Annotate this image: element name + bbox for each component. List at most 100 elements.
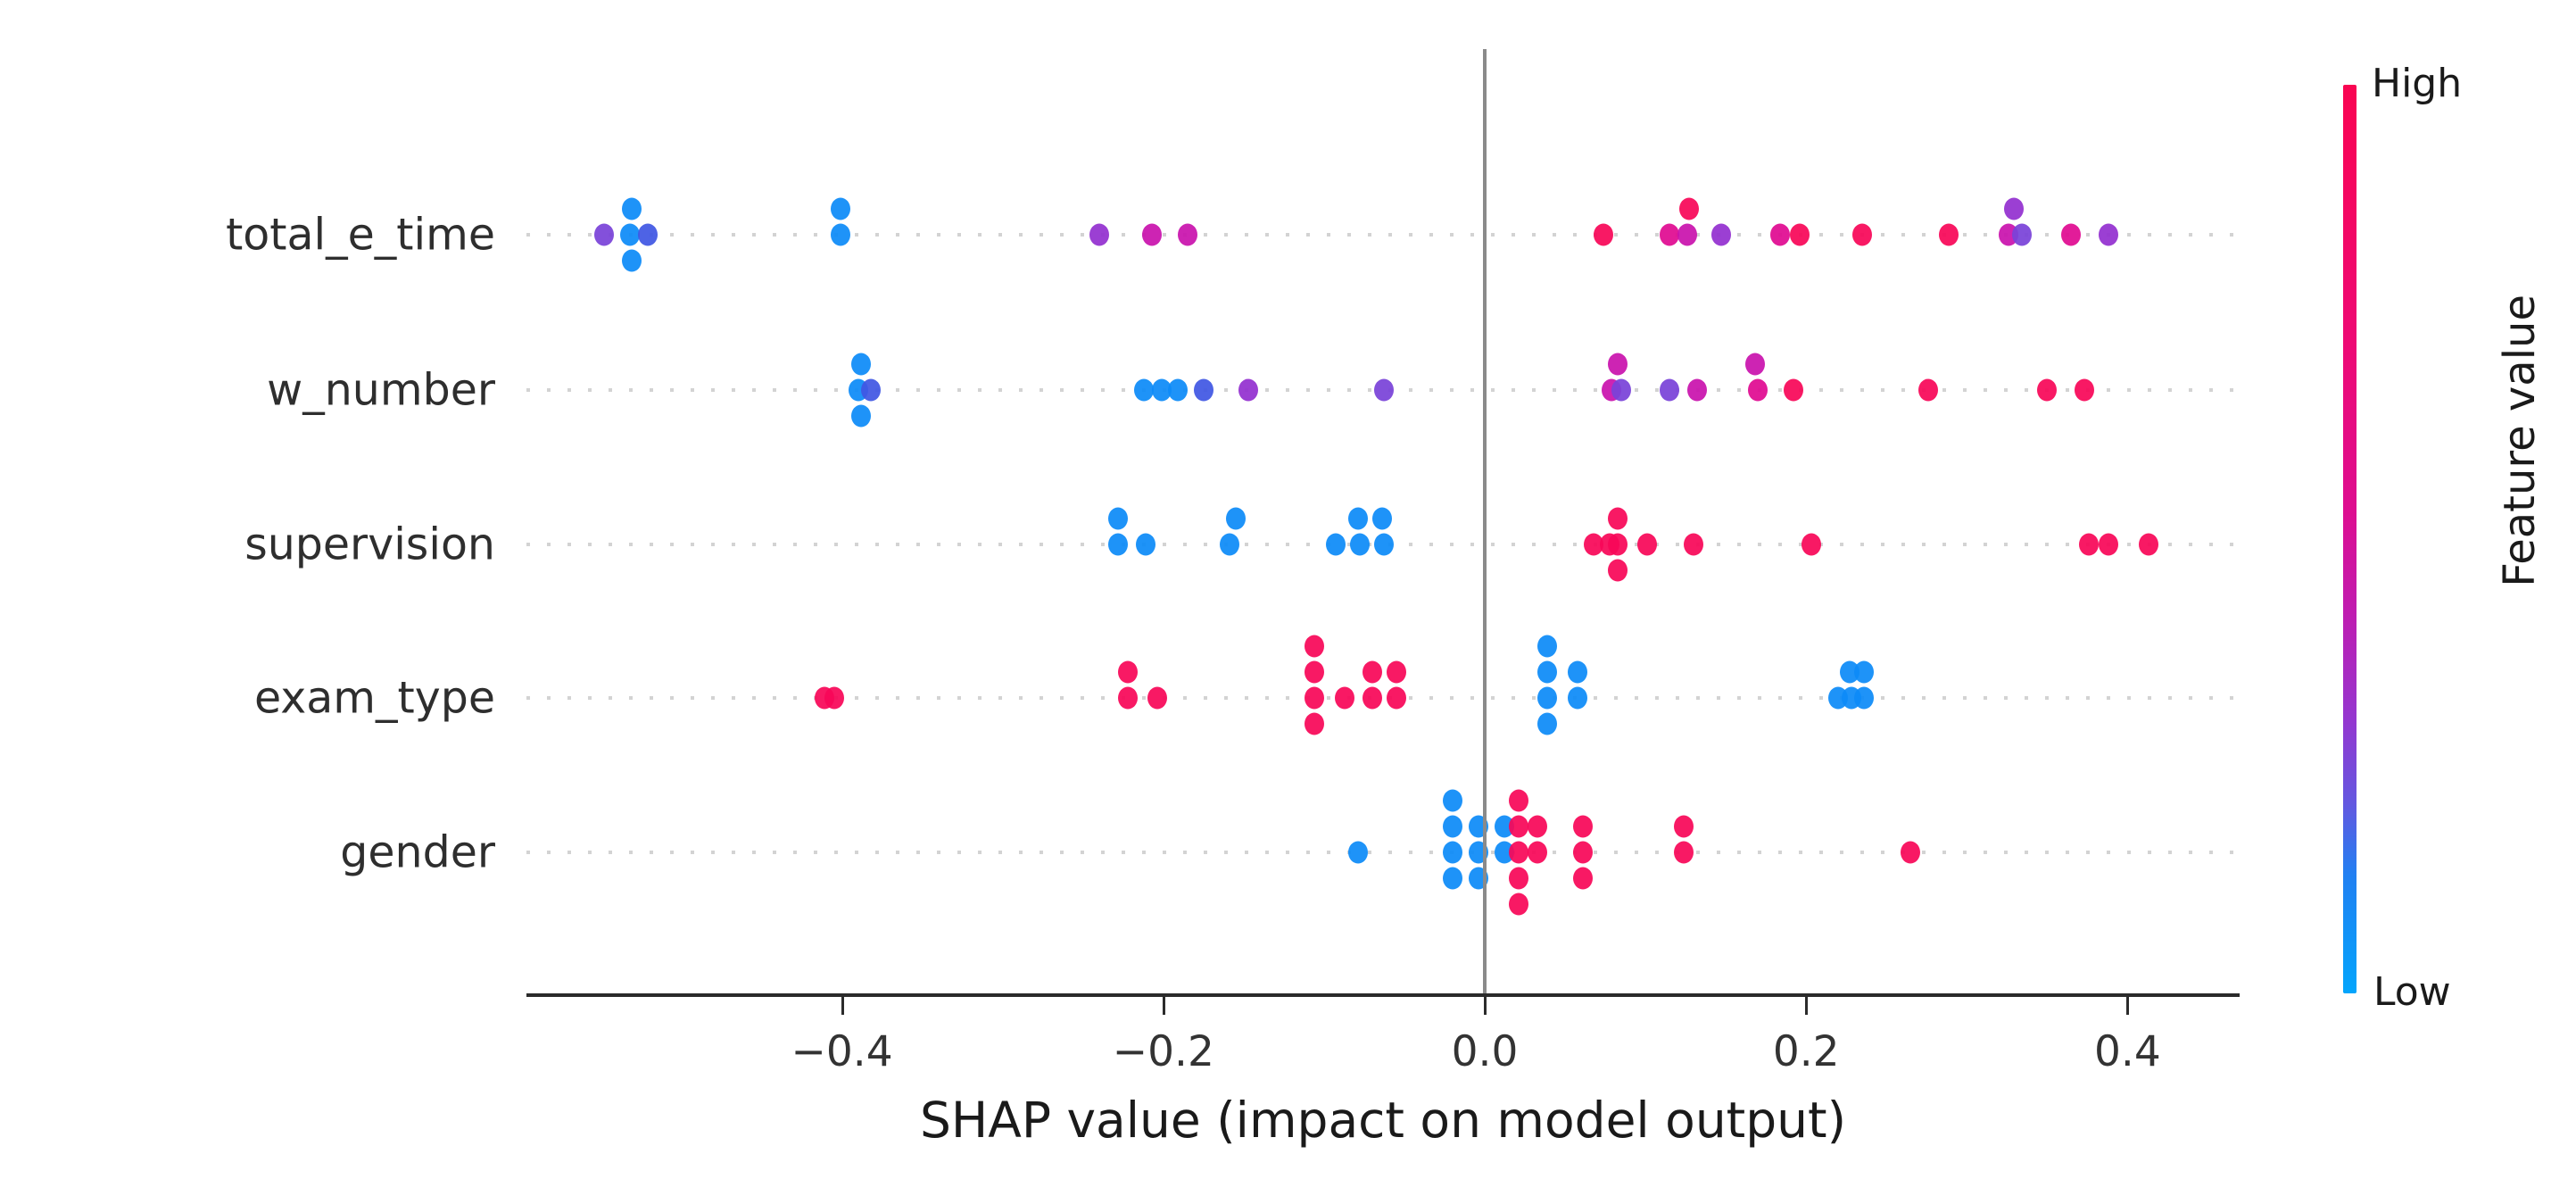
shap-dot (1748, 378, 1768, 402)
shap-dot (621, 197, 642, 220)
shap-dot (1362, 686, 1382, 710)
shap-dot (1508, 789, 1528, 812)
shap-dot (1305, 686, 1325, 710)
zero-line (1483, 49, 1487, 993)
shap-dot (1611, 378, 1632, 402)
shap-dot (1508, 815, 1528, 838)
shap-dot (1177, 223, 1197, 246)
shap-dot (1528, 815, 1548, 838)
shap-dot (1678, 197, 1699, 220)
shap-dot (2079, 533, 2100, 556)
shap-dot (1108, 507, 1129, 530)
shap-dot (1238, 378, 1259, 402)
shap-dot (1386, 686, 1406, 710)
shap-dot (1325, 533, 1346, 556)
shap-dot (1147, 686, 1167, 710)
shap-dot (1852, 223, 1873, 246)
shap-dot (1371, 507, 1392, 530)
x-tick-mark (841, 997, 844, 1015)
feature-label: w_number (267, 364, 495, 416)
shap-dot (1572, 841, 1593, 864)
shap-dot (1636, 533, 1657, 556)
feature-label: gender (340, 826, 495, 878)
shap-dot (1918, 378, 1939, 402)
shap-dot (1442, 789, 1462, 812)
shap-dot (1660, 378, 1680, 402)
shap-dot (2098, 533, 2118, 556)
shap-dot (1537, 712, 1558, 735)
shap-dot (1135, 533, 1155, 556)
shap-dot (1442, 841, 1462, 864)
shap-dot (851, 353, 872, 376)
shap-dot (1608, 533, 1628, 556)
shap-dot (1854, 660, 1875, 684)
shap-dot (1568, 686, 1588, 710)
shap-dot (1710, 223, 1731, 246)
shap-dot (1537, 660, 1558, 684)
shap-dot (2098, 223, 2118, 246)
shap-dot (619, 223, 640, 246)
shap-dot (1674, 841, 1694, 864)
x-tick-mark (2126, 997, 2130, 1015)
shap-dot (851, 404, 872, 428)
shap-dot (2037, 378, 2058, 402)
x-axis-title: SHAP value (impact on model output) (919, 1092, 1847, 1149)
shap-dot (1151, 378, 1172, 402)
shap-dot (1362, 660, 1382, 684)
shap-dot (1305, 660, 1325, 684)
row-gridline (526, 851, 2240, 854)
shap-dot (1305, 712, 1325, 735)
shap-dot (1305, 635, 1325, 658)
shap-dot (1508, 893, 1528, 916)
shap-dot (1854, 686, 1875, 710)
feature-label: exam_type (253, 672, 495, 724)
shap-dot (637, 223, 658, 246)
shap-dot (1789, 223, 1810, 246)
shap-dot (861, 378, 882, 402)
shap-dot (1744, 353, 1765, 376)
shap-dot (2003, 197, 2024, 220)
shap-dot (1225, 507, 1246, 530)
shap-dot (1572, 815, 1593, 838)
shap-dot (1537, 635, 1558, 658)
shap-dot (1118, 686, 1139, 710)
x-tick-label: 0.0 (1451, 1027, 1519, 1076)
shap-dot (1584, 533, 1604, 556)
colorbar-low-label: Low (2373, 969, 2451, 1015)
shap-dot (1219, 533, 1239, 556)
x-tick-label: 0.2 (1772, 1027, 1840, 1076)
shap-dot (824, 686, 844, 710)
shap-dot (1939, 223, 1959, 246)
shap-dot (1608, 559, 1628, 582)
feature-label: supervision (244, 519, 495, 570)
colorbar-gradient (2343, 85, 2357, 993)
shap-dot (621, 249, 642, 272)
shap-dot (1901, 841, 1921, 864)
shap-dot (1528, 841, 1548, 864)
shap-dot (594, 223, 615, 246)
shap-dot (1537, 686, 1558, 710)
shap-dot (1684, 533, 1704, 556)
feature-label: total_e_time (226, 209, 495, 261)
x-tick-label: −0.2 (1112, 1027, 1214, 1076)
shap-dot (1783, 378, 1803, 402)
shap-dot (1442, 815, 1462, 838)
shap-dot (1660, 223, 1680, 246)
shap-dot (1674, 815, 1694, 838)
shap-dot (1508, 841, 1528, 864)
shap-dot (1801, 533, 1821, 556)
shap-dot (1442, 867, 1462, 890)
shap-dot (1089, 223, 1109, 246)
shap-dot (2011, 223, 2032, 246)
row-gridline (526, 233, 2240, 237)
shap-dot (1373, 533, 1394, 556)
x-tick-mark (1484, 997, 1487, 1015)
shap-dot (1677, 223, 1697, 246)
shap-dot (1168, 378, 1188, 402)
colorbar-high-label: High (2372, 61, 2463, 106)
x-tick-mark (1162, 997, 1165, 1015)
shap-dot (1686, 378, 1707, 402)
x-tick-label: −0.4 (791, 1027, 893, 1076)
shap-dot (1193, 378, 1213, 402)
shap-dot (1568, 660, 1588, 684)
